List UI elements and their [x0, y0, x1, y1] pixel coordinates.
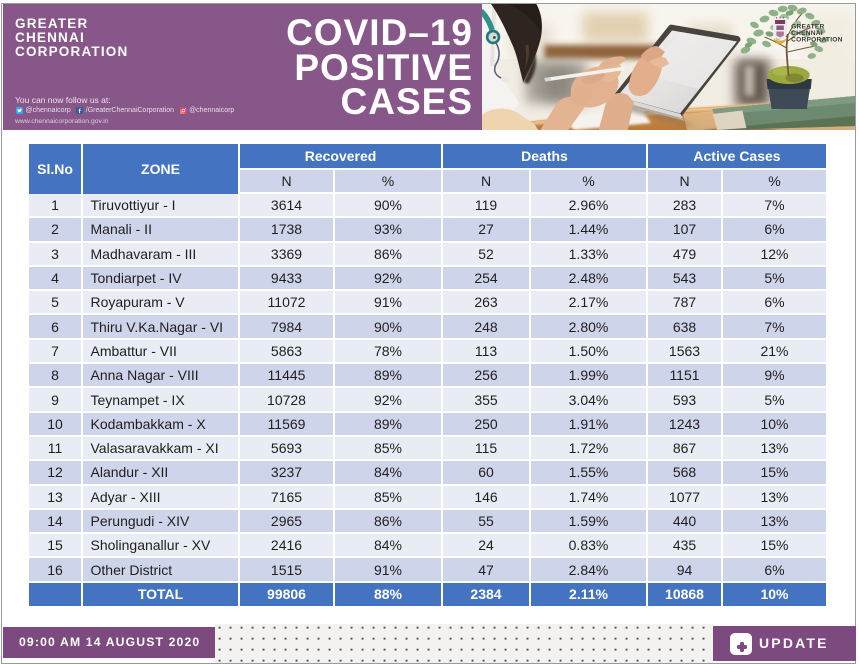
svg-text:CORPORATION: CORPORATION	[791, 37, 842, 44]
svg-text:GREATER: GREATER	[791, 24, 824, 31]
svg-text:CHENNAI: CHENNAI	[791, 30, 823, 37]
